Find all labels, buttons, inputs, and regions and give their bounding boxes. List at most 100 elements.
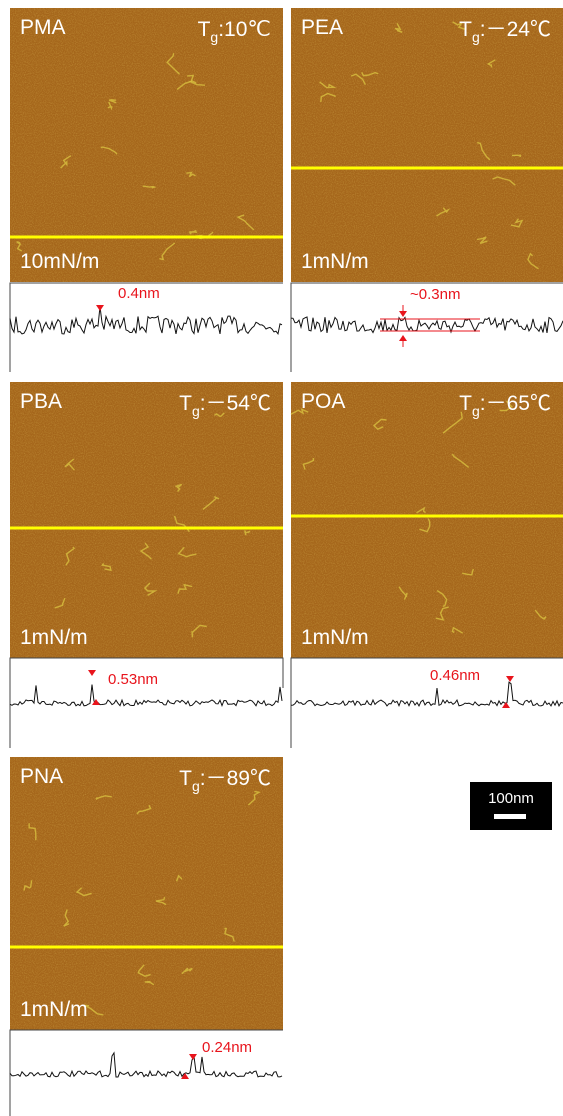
height-marker bbox=[506, 676, 514, 682]
profile-frame bbox=[290, 282, 563, 372]
polymer-strand bbox=[63, 909, 70, 927]
scale-bar-label: 100nm bbox=[488, 790, 534, 807]
height-profile bbox=[290, 681, 563, 708]
tg-part: :10℃ bbox=[218, 18, 271, 41]
polymer-strand bbox=[477, 141, 491, 161]
polymer-strand bbox=[451, 626, 464, 634]
height-profile bbox=[290, 316, 563, 334]
afm-texture bbox=[10, 757, 283, 1030]
polymer-strand bbox=[361, 71, 379, 77]
tg-part: g bbox=[472, 403, 480, 419]
polymer-strand bbox=[416, 506, 426, 514]
polymer-strand bbox=[142, 185, 157, 189]
polymer-strand bbox=[302, 457, 315, 470]
glass-transition: Tg:10℃ bbox=[198, 18, 271, 45]
polymer-strand bbox=[136, 804, 152, 815]
polymer-strand bbox=[224, 927, 235, 942]
polymer-strand bbox=[107, 101, 113, 111]
polymer-strand bbox=[436, 207, 451, 217]
polymer-strand bbox=[499, 400, 513, 412]
height-marker bbox=[181, 1073, 189, 1079]
polymer-strand bbox=[191, 624, 207, 638]
polymer-strand bbox=[64, 458, 75, 471]
polymer-strand bbox=[236, 214, 255, 231]
glass-transition: Tg:－24℃ bbox=[459, 18, 551, 45]
polymer-name: PNA bbox=[20, 765, 63, 788]
polymer-strand bbox=[442, 411, 463, 434]
polymer-strand bbox=[155, 896, 167, 906]
polymer-strand bbox=[137, 964, 151, 977]
polymer-strand bbox=[23, 880, 33, 891]
polymer-strand bbox=[462, 568, 474, 576]
surface-pressure: 1mN/m bbox=[20, 626, 88, 649]
afm-texture bbox=[10, 8, 283, 282]
polymer-strand bbox=[476, 236, 488, 245]
polymer-strand bbox=[510, 218, 524, 228]
polymer-strand bbox=[166, 53, 180, 75]
glass-transition: Tg:－89℃ bbox=[179, 767, 271, 794]
polymer-strand bbox=[372, 418, 387, 431]
polymer-strand bbox=[83, 1004, 104, 1016]
height-label: 0.46nm bbox=[430, 667, 480, 684]
polymer-strand bbox=[435, 606, 449, 621]
height-label: 0.4nm bbox=[118, 285, 160, 302]
height-marker bbox=[92, 699, 100, 705]
polymer-name: PBA bbox=[20, 390, 62, 413]
afm-panel: PEA Tg:－24℃ 1mN/m ~0.3nm bbox=[290, 8, 563, 372]
polymer-strand bbox=[28, 823, 37, 841]
polymer-strand bbox=[159, 242, 176, 261]
polymer-strand bbox=[144, 980, 155, 986]
glass-transition: Tg:－65℃ bbox=[459, 392, 551, 419]
height-profile bbox=[9, 306, 283, 335]
polymer-strand bbox=[177, 583, 193, 594]
polymer-strand bbox=[139, 542, 152, 560]
height-label: 0.53nm bbox=[108, 671, 158, 688]
tg-part: :－24℃ bbox=[480, 18, 551, 41]
tg-part: T bbox=[179, 392, 192, 415]
polymer-strand bbox=[54, 597, 66, 609]
tg-part: T bbox=[198, 18, 211, 41]
polymer-strand bbox=[451, 454, 470, 468]
polymer-strand bbox=[100, 146, 118, 155]
tg-part: T bbox=[179, 767, 192, 790]
tg-part: :－65℃ bbox=[480, 392, 551, 415]
polymer-strand bbox=[143, 582, 158, 597]
polymer-strand bbox=[188, 229, 198, 235]
polymer-strand bbox=[176, 74, 195, 90]
tg-part: T bbox=[459, 392, 472, 415]
glass-transition: Tg:－54℃ bbox=[179, 392, 271, 419]
height-marker bbox=[399, 335, 407, 341]
scale-bar bbox=[494, 814, 526, 819]
tg-part: g bbox=[192, 778, 200, 794]
polymer-strand bbox=[436, 590, 448, 608]
polymer-strand bbox=[452, 21, 467, 31]
polymer-strand bbox=[534, 609, 547, 621]
polymer-strand bbox=[60, 155, 72, 169]
afm-texture bbox=[291, 8, 563, 282]
polymer-strand bbox=[202, 495, 220, 510]
height-marker bbox=[189, 1054, 197, 1060]
afm-panel: POA Tg:－65℃ 1mN/m 0.46nm bbox=[290, 382, 563, 748]
polymer-strand bbox=[177, 546, 197, 558]
polymer-strand bbox=[174, 483, 183, 492]
polymer-strand bbox=[511, 154, 522, 158]
polymer-strand bbox=[65, 546, 76, 566]
tg-part: g bbox=[192, 403, 200, 419]
polymer-name: PEA bbox=[301, 16, 343, 39]
polymer-name: PMA bbox=[20, 16, 66, 39]
polymer-strand bbox=[244, 530, 251, 536]
polymer-strand bbox=[175, 874, 183, 882]
polymer-strand bbox=[16, 241, 23, 252]
polymer-strand bbox=[398, 586, 408, 600]
polymer-strand bbox=[181, 967, 193, 975]
polymer-strand bbox=[186, 171, 196, 178]
height-marker bbox=[96, 305, 104, 311]
tg-part: T bbox=[459, 18, 472, 41]
afm-panel: PNA Tg:－89℃ 1mN/m 0.24nm bbox=[9, 757, 283, 1116]
polymer-strand bbox=[95, 795, 112, 800]
surface-pressure: 10mN/m bbox=[20, 250, 99, 273]
surface-pressure: 1mN/m bbox=[301, 626, 369, 649]
tg-part: :－54℃ bbox=[200, 392, 271, 415]
polymer-strand bbox=[75, 887, 92, 897]
